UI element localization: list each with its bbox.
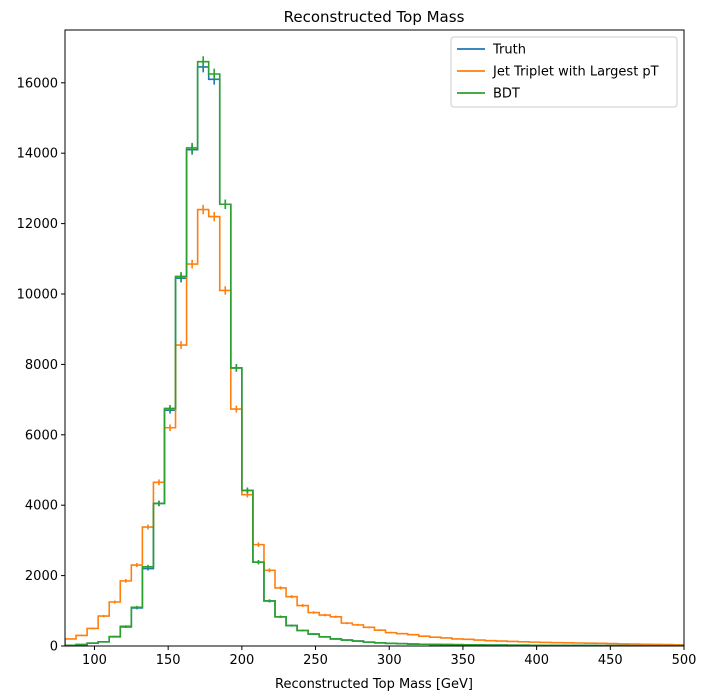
x-tick-label: 350 xyxy=(451,653,476,668)
y-tick-label: 8000 xyxy=(25,358,58,373)
y-tick-label: 12000 xyxy=(17,217,58,232)
plot-frame xyxy=(64,29,685,647)
y-tick-label: 2000 xyxy=(25,569,58,584)
x-tick-label: 400 xyxy=(524,653,549,668)
y-tick-label: 4000 xyxy=(25,499,58,514)
legend-box xyxy=(450,36,678,108)
x-tick-label: 500 xyxy=(672,653,697,668)
x-axis-title: Reconstructed Top Mass [GeV] xyxy=(275,677,473,692)
x-tick-label: 300 xyxy=(377,653,402,668)
y-tick-label: 6000 xyxy=(25,428,58,443)
legend-label-bdt: BDT xyxy=(493,87,520,102)
y-axis: 0 2000 4000 6000 8000 10000 12000 14000 16000 xyxy=(17,76,65,655)
x-axis: 100 150 200 250 300 350 400 450 500 xyxy=(82,646,696,668)
x-tick-label: 250 xyxy=(303,653,328,668)
chart-title: Reconstructed Top Mass xyxy=(284,8,465,26)
series-line-bdt xyxy=(65,60,684,646)
y-tick-label: 10000 xyxy=(17,288,58,303)
series-group xyxy=(65,56,684,646)
x-tick-label: 150 xyxy=(156,653,181,668)
legend-label-truth: Truth xyxy=(492,43,526,58)
series-line-jet-triplet-with-largest-pt xyxy=(65,208,684,646)
legend: Truth Jet Triplet with Largest pT BDT xyxy=(450,36,678,108)
y-tick-label: 14000 xyxy=(17,147,58,162)
series-line-truth xyxy=(65,66,684,646)
y-tick-label: 0 xyxy=(50,640,58,655)
x-tick-label: 100 xyxy=(82,653,107,668)
x-tick-label: 200 xyxy=(229,653,254,668)
legend-label-jet-triplet-with-largest-pt: Jet Triplet with Largest pT xyxy=(492,65,659,80)
y-tick-label: 16000 xyxy=(17,76,58,91)
x-tick-label: 450 xyxy=(598,653,623,668)
plot-area xyxy=(64,29,685,647)
